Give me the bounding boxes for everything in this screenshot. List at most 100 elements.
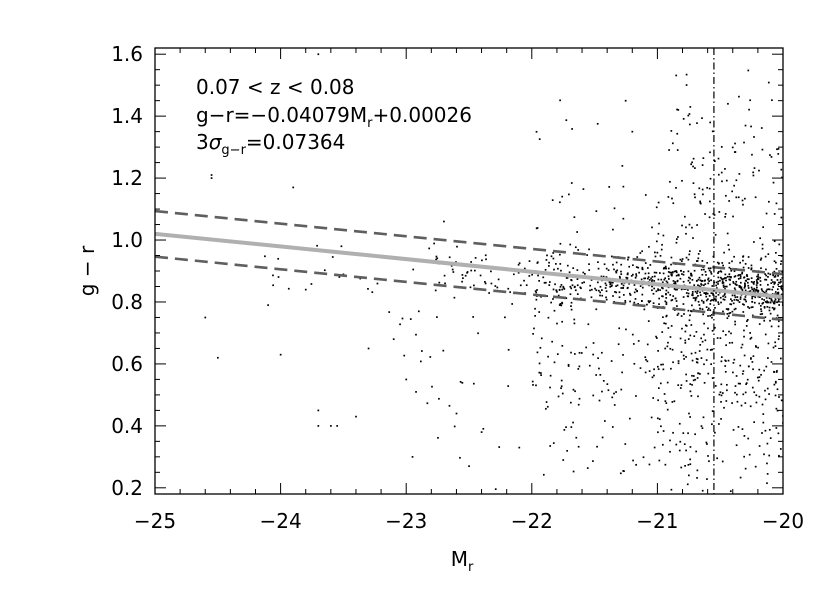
scatter-point (696, 290, 699, 293)
scatter-point (693, 269, 696, 272)
scatter-point (759, 276, 762, 279)
scatter-point (703, 363, 705, 366)
scatter-point (517, 263, 520, 266)
scatter-point (685, 292, 688, 294)
scatter-point (663, 278, 666, 281)
scatter-point (570, 308, 573, 311)
scatter-point (754, 196, 757, 199)
scatter-point (743, 141, 745, 144)
scatter-point (614, 291, 616, 293)
scatter-point (734, 275, 737, 277)
scatter-point (747, 284, 750, 287)
scatter-point (584, 272, 586, 275)
scatter-point (417, 310, 420, 313)
scatter-point (597, 267, 600, 270)
scatter-point (540, 295, 542, 298)
scatter-point (665, 402, 668, 404)
scatter-point (573, 353, 576, 355)
scatter-point (766, 473, 769, 475)
scatter-point (665, 292, 667, 295)
scatter-point (697, 253, 700, 255)
scatter-point (778, 335, 780, 338)
scatter-point (661, 243, 663, 246)
scatter-point (776, 148, 778, 151)
scatter-point (556, 322, 558, 325)
scatter-point (657, 289, 659, 292)
scatter-point (566, 276, 569, 279)
scatter-point (606, 383, 609, 385)
scatter-point (479, 274, 482, 277)
scatter-point (703, 284, 705, 287)
scatter-point (780, 288, 783, 290)
scatter-point (560, 269, 562, 272)
scatter-point (433, 242, 435, 245)
scatter-point (497, 278, 500, 281)
scatter-point (728, 273, 731, 276)
sigma-suffix: =0.07364 (246, 130, 345, 154)
scatter-point (622, 354, 624, 356)
scatter-point (768, 454, 771, 457)
scatter-point (490, 270, 492, 273)
scatter-point (728, 275, 731, 278)
scatter-point (688, 253, 691, 256)
scatter-point (718, 393, 721, 396)
scatter-point (751, 314, 754, 317)
scatter-point (706, 348, 709, 351)
scatter-point (494, 285, 497, 287)
scatter-point (658, 272, 661, 274)
scatter-point (658, 222, 660, 225)
scatter-point (724, 277, 726, 279)
scatter-point (595, 289, 598, 292)
scatter-point (688, 223, 691, 226)
scatter-point (279, 353, 282, 356)
scatter-point (576, 269, 579, 271)
scatter-point (685, 373, 687, 376)
scatter-point (635, 266, 638, 268)
scatter-point (735, 284, 738, 286)
scatter-point (426, 402, 429, 405)
scatter-point (677, 274, 680, 277)
scatter-point (528, 275, 531, 277)
scatter-point (618, 327, 621, 330)
scatter-point (715, 284, 718, 287)
scatter-point (726, 313, 729, 315)
scatter-point (665, 289, 668, 292)
scatter-point (533, 327, 535, 330)
scatter-point (415, 333, 417, 336)
scatter-point (691, 294, 694, 297)
scatter-point (578, 365, 581, 368)
scatter-point (729, 490, 732, 493)
scatter-point (405, 378, 408, 381)
scatter-point (673, 282, 675, 285)
scatter-point (376, 282, 379, 285)
scatter-point (654, 255, 657, 258)
scatter-point (728, 312, 731, 315)
scatter-point (616, 284, 619, 287)
scatter-point (764, 429, 767, 432)
scatter-point (604, 282, 607, 285)
scatter-point (664, 277, 667, 280)
scatter-point (722, 286, 725, 288)
scatter-point (683, 215, 686, 218)
scatter-point (702, 300, 705, 303)
scatter-point (675, 274, 678, 277)
scatter-point (776, 370, 778, 372)
scatter-point (610, 360, 613, 362)
scatter-point (665, 280, 668, 283)
scatter-point (687, 432, 689, 435)
scatter-point (739, 382, 741, 385)
scatter-point (747, 69, 750, 72)
scatter-point (636, 290, 638, 292)
scatter-point (644, 262, 647, 264)
scatter-point (724, 168, 726, 170)
scatter-point (775, 202, 778, 205)
scatter-point (661, 295, 663, 298)
scatter-point (559, 201, 561, 204)
scatter-point (592, 460, 594, 462)
scatter-point (664, 322, 667, 325)
scatter-point (748, 307, 751, 309)
scatter-point (544, 268, 547, 271)
scatter-point (696, 122, 698, 125)
scatter-point (681, 258, 684, 260)
scatter-point (720, 277, 723, 280)
